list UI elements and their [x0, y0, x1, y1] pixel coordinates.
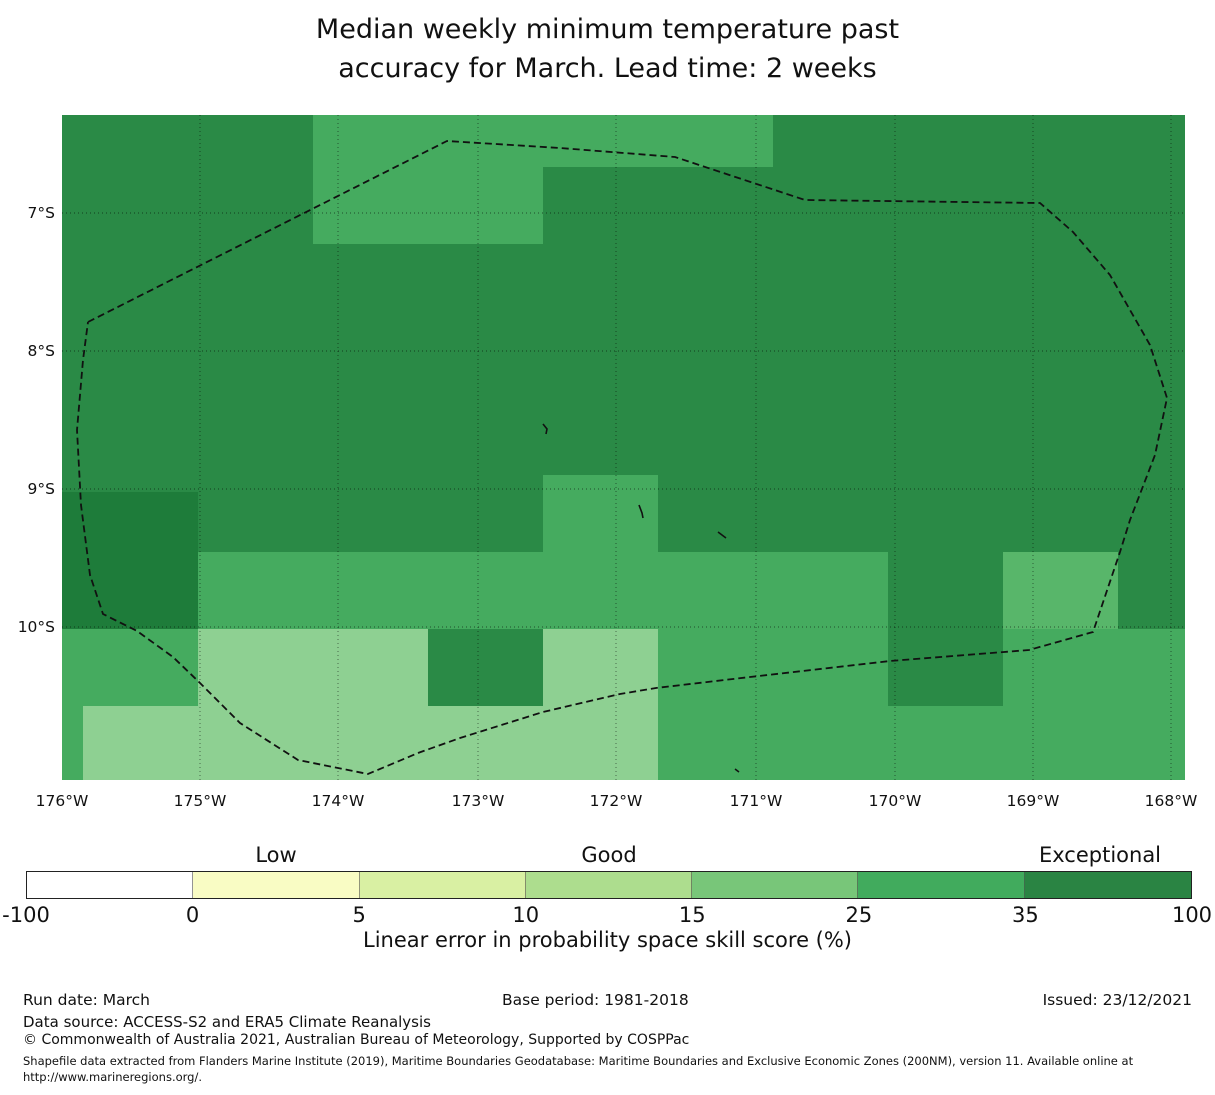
colorbar-axis-label: Linear error in probability space skill … — [363, 928, 852, 952]
colorbar-segment — [525, 872, 693, 898]
map-skill-cell — [658, 629, 888, 706]
colorbar — [26, 871, 1192, 899]
x-axis-tick-label: 174°W — [311, 792, 365, 810]
chart-title: Median weekly minimum temperature past a… — [0, 10, 1215, 88]
x-axis-tick-label: 172°W — [589, 792, 643, 810]
colorbar-segment — [858, 872, 1025, 898]
y-axis-tick-label: 7°S — [27, 204, 55, 222]
x-axis-tick-label: 176°W — [35, 792, 89, 810]
map-skill-cell — [198, 552, 888, 629]
map-skill-cell — [543, 629, 658, 706]
x-axis-tick-label: 171°W — [729, 792, 783, 810]
map-skill-cell — [62, 706, 83, 780]
data-source-text: Data source: ACCESS-S2 and ERA5 Climate … — [23, 1013, 431, 1031]
colorbar-tick-label: 15 — [678, 903, 706, 927]
island-mark — [638, 504, 644, 519]
colorbar-segment — [359, 872, 526, 898]
colorbar-tick-label: 10 — [512, 903, 540, 927]
map-skill-cell — [658, 706, 1185, 780]
island-mark — [717, 531, 727, 539]
colorbar-segment — [27, 872, 194, 898]
map-skill-cell — [1003, 552, 1118, 629]
y-axis-tick-label: 10°S — [17, 618, 55, 636]
map-skill-cell — [198, 629, 428, 706]
colorbar-tick-label: 0 — [185, 903, 200, 927]
copyright-text: © Commonwealth of Australia 2021, Austra… — [23, 1032, 690, 1048]
x-axis-tick-label: 169°W — [1006, 792, 1060, 810]
map-skill-cell — [83, 706, 658, 780]
x-axis-tick-label: 170°W — [868, 792, 922, 810]
y-axis-tick-label: 9°S — [27, 480, 55, 498]
x-axis-tick-label: 173°W — [451, 792, 505, 810]
shapefile-attribution-line2: http://www.marineregions.org/. — [23, 1070, 202, 1084]
map-skill-cell — [313, 167, 543, 244]
eez-boundary-dashed-line — [76, 140, 1168, 775]
colorbar-tick-label: 100 — [1171, 903, 1213, 927]
colorbar-segment — [1024, 872, 1191, 898]
map-skill-cell — [62, 629, 198, 706]
colorbar-tick-label: -100 — [2, 903, 50, 927]
colorbar-tick-label: 5 — [352, 903, 366, 927]
colorbar-category-label: Low — [255, 843, 297, 867]
colorbar-category-label: Good — [581, 843, 637, 867]
run-date-text: Run date: March — [23, 991, 150, 1009]
x-axis-tick-label: 175°W — [173, 792, 227, 810]
x-axis-tick-label: 168°W — [1144, 792, 1198, 810]
map-skill-cell — [543, 475, 658, 552]
issued-date-text: Issued: 23/12/2021 — [1042, 991, 1192, 1009]
map-skill-cell — [313, 115, 773, 167]
map-skill-cell — [1003, 629, 1185, 706]
island-mark — [542, 423, 548, 435]
base-period-text: Base period: 1981-2018 — [502, 991, 689, 1009]
colorbar-segment — [193, 872, 360, 898]
colorbar-tick-label: 25 — [845, 903, 873, 927]
map-skill-cell — [62, 492, 198, 629]
chart-title-line2: accuracy for March. Lead time: 2 weeks — [338, 53, 877, 85]
colorbar-segment — [692, 872, 859, 898]
map-canvas — [62, 115, 1185, 780]
island-mark — [734, 768, 740, 773]
y-axis-tick-label: 8°S — [27, 342, 55, 360]
colorbar-tick-label: 35 — [1012, 903, 1039, 927]
colorbar-category-label: Exceptional — [1038, 843, 1162, 867]
shapefile-attribution-line1: Shapefile data extracted from Flanders M… — [23, 1054, 1134, 1068]
chart-title-line1: Median weekly minimum temperature past — [315, 14, 900, 45]
